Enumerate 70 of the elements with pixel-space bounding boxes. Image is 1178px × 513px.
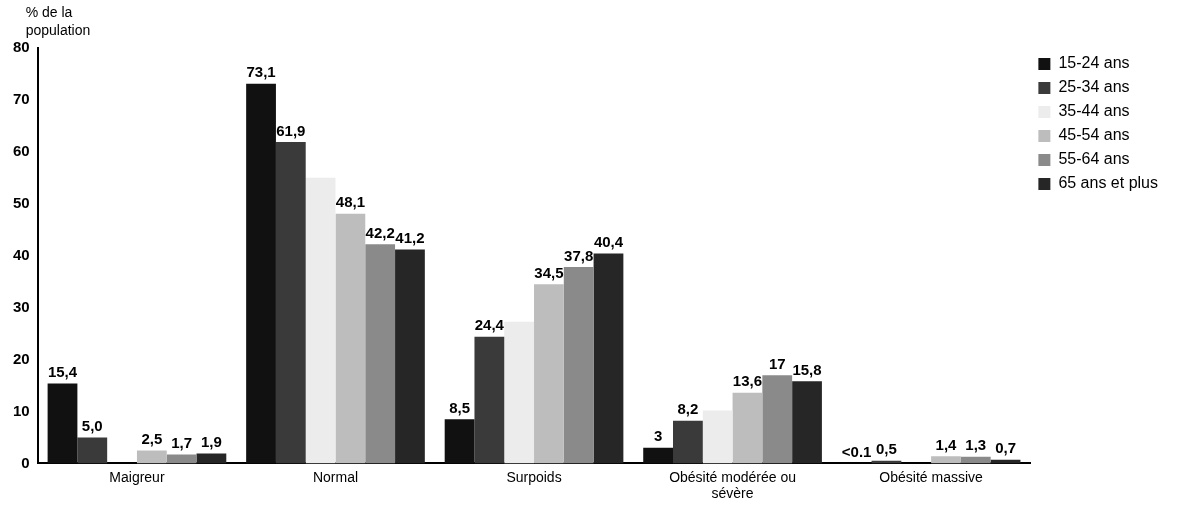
bar [166, 454, 197, 464]
data-label: 2,5 [141, 430, 163, 448]
data-label: 40,4 [593, 233, 624, 251]
y-tick-label: 20 [13, 349, 30, 367]
y-tick-label: 80 [13, 38, 30, 56]
x-tick-label: Obésité modérée ou sévère [669, 468, 796, 502]
bar [444, 419, 475, 464]
y-tick-label: 10 [13, 401, 30, 419]
y-tick-label: 60 [13, 141, 30, 159]
bar [365, 244, 396, 464]
data-label: 61,9 [276, 121, 306, 139]
legend-label: 65 ans et plus [1058, 174, 1158, 192]
data-label: 41,2 [395, 229, 425, 247]
legend-label: 35-44 ans [1058, 102, 1130, 120]
y-tick-label: 40 [13, 245, 30, 263]
bar [762, 375, 793, 464]
bar [960, 456, 991, 464]
data-label: 73,1 [246, 63, 276, 81]
data-label: 1,9 [200, 433, 222, 451]
bar [732, 392, 763, 464]
y-tick-label: 30 [13, 297, 30, 315]
y-tick-label: 0 [21, 453, 30, 471]
bar [504, 321, 535, 464]
data-label: 17 [768, 354, 786, 372]
legend-label: 15-24 ans [1058, 54, 1130, 72]
bar [643, 447, 674, 464]
data-label: 24,4 [474, 316, 505, 334]
bar [246, 83, 276, 464]
legend-label: 55-64 ans [1058, 150, 1130, 168]
bar [474, 336, 505, 464]
bar [77, 437, 108, 464]
data-label: 13,6 [732, 372, 763, 390]
data-label: 1,7 [171, 434, 193, 452]
bar [335, 213, 366, 464]
x-tick-label: Obésité massive [879, 468, 984, 485]
data-label: 5,0 [81, 417, 103, 435]
bar [563, 267, 594, 464]
bar [305, 177, 336, 464]
y-tick-label: 50 [13, 193, 30, 211]
data-label: <0.1 [841, 442, 872, 460]
legend-label: 45-54 ans [1058, 126, 1130, 144]
x-tick-label: Surpoids [506, 468, 562, 485]
data-label: 34,5 [534, 263, 564, 281]
data-label: 1,4 [935, 435, 958, 453]
data-label: 42,2 [365, 223, 395, 241]
data-label: 0,5 [876, 440, 897, 458]
bar [673, 420, 703, 464]
data-label: 8,2 [677, 400, 699, 418]
legend-label: 25-34 ans [1058, 78, 1130, 96]
bar [702, 410, 733, 464]
bar [593, 253, 624, 464]
data-label: 37,8 [564, 246, 594, 264]
data-label: 15,8 [792, 361, 822, 378]
bar [792, 381, 822, 464]
x-tick-label: Maigreur [109, 468, 165, 485]
data-label: 1,3 [965, 436, 987, 454]
bar [534, 284, 564, 464]
bar [395, 249, 425, 464]
data-label: 3 [653, 427, 663, 445]
data-label: 0,7 [995, 439, 1016, 457]
x-tick-label: Normal [312, 468, 359, 485]
data-label: 15,4 [47, 363, 78, 381]
data-label: 8,5 [449, 398, 471, 416]
data-label: 48,1 [335, 193, 365, 211]
bar [275, 141, 306, 464]
bar [47, 383, 78, 464]
y-tick-label: 70 [13, 90, 30, 108]
bar [136, 450, 167, 464]
bar [931, 456, 961, 464]
y-axis-title: % de la population [25, 3, 91, 38]
